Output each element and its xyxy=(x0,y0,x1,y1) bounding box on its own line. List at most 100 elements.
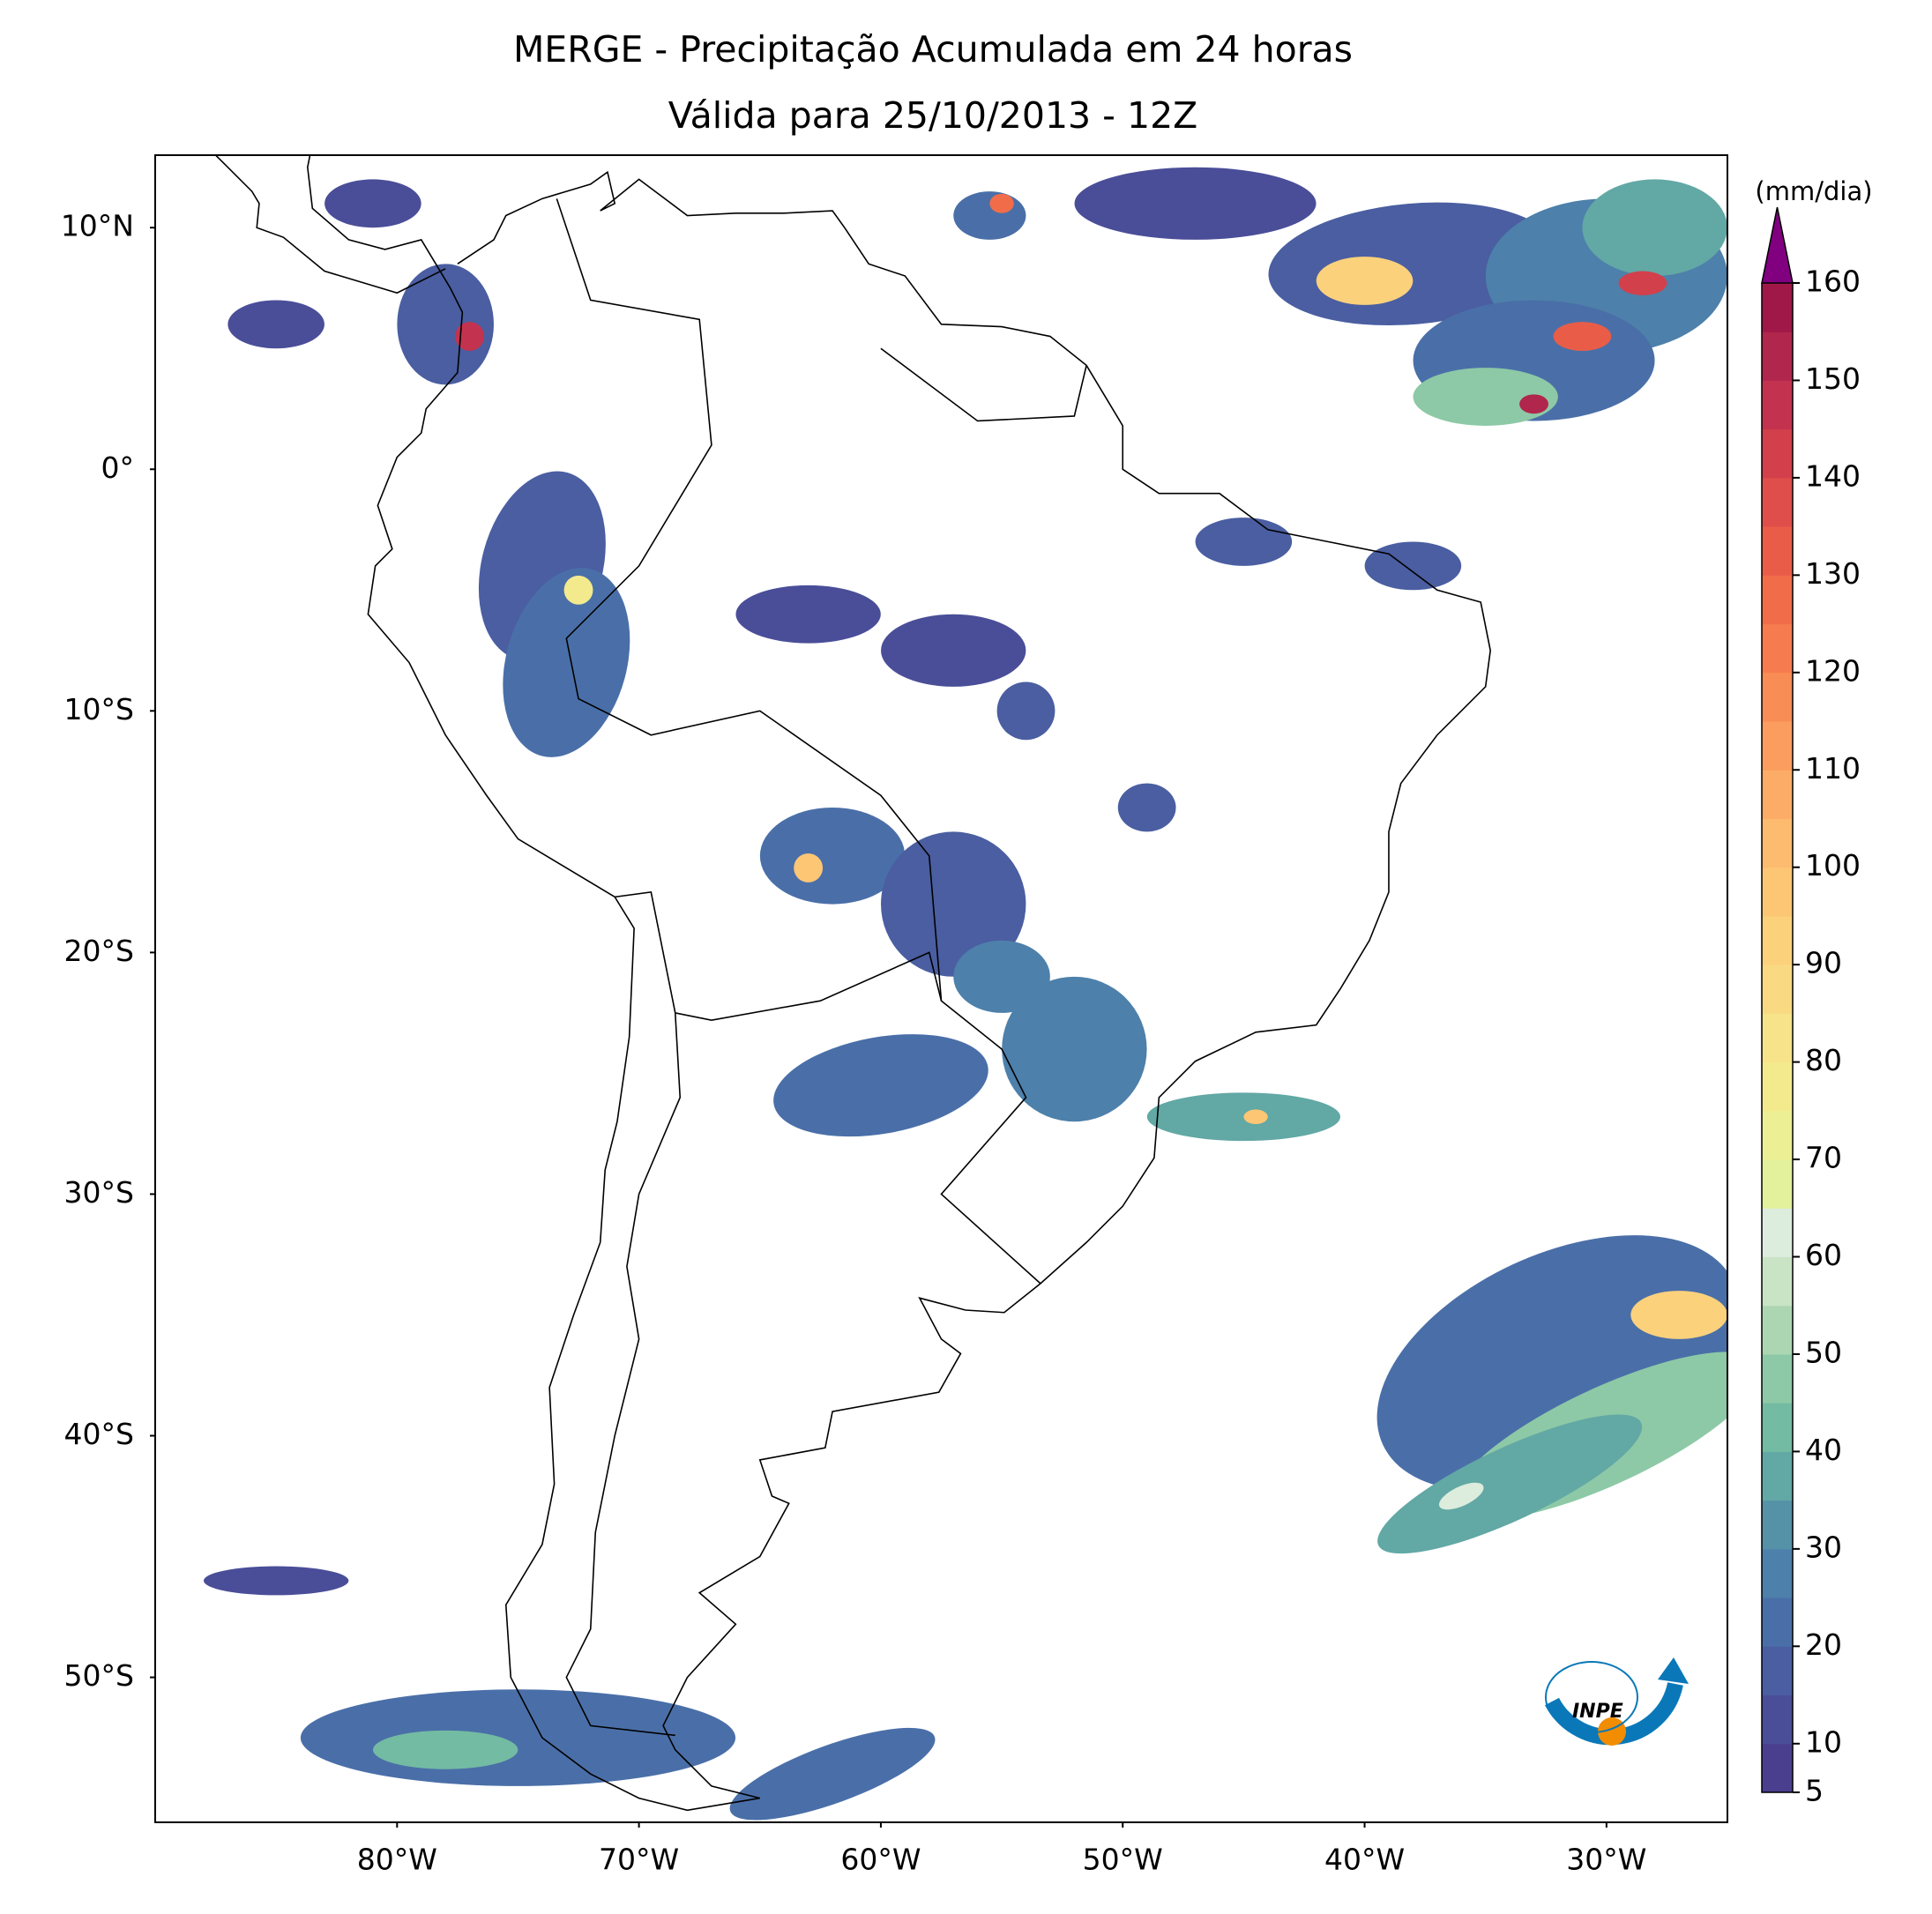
rain-area xyxy=(1117,783,1176,832)
coastline xyxy=(307,155,1491,1812)
logo-text: INPE xyxy=(1572,1701,1623,1723)
y-tick-label: 10°N xyxy=(61,209,134,243)
logo-arrow xyxy=(1658,1657,1689,1684)
colorbar-tick-label: 160 xyxy=(1805,264,1861,299)
colorbar-tick-label: 110 xyxy=(1805,751,1861,786)
rain-area xyxy=(953,940,1050,1013)
x-tick-label: 80°W xyxy=(357,1843,437,1877)
rain-area xyxy=(1582,179,1727,277)
y-tick-label: 20°S xyxy=(64,934,134,968)
colorbar-tick-label: 150 xyxy=(1805,361,1861,396)
colorbar-label: (mm/dia) xyxy=(1755,176,1872,206)
colorbar-tick-label: 50 xyxy=(1805,1335,1842,1369)
y-tick-label: 50°S xyxy=(64,1658,134,1693)
colorbar-tick-label: 130 xyxy=(1805,556,1861,591)
rain-area xyxy=(953,191,1026,240)
coastlines xyxy=(214,155,1491,1812)
map-title: MERGE - Precipitação Acumulada em 24 hor… xyxy=(513,28,1353,71)
border xyxy=(880,347,1087,422)
rain-area xyxy=(773,1034,988,1137)
rain-area xyxy=(996,681,1056,741)
border xyxy=(565,1012,682,1737)
colorbar-band xyxy=(1762,1500,1793,1550)
colorbar-band xyxy=(1762,1013,1793,1063)
rain-area xyxy=(1553,322,1612,351)
rain-area xyxy=(1364,541,1462,591)
rain-area xyxy=(1316,257,1414,305)
colorbar-band xyxy=(1762,428,1793,479)
rain-area xyxy=(228,300,324,349)
colorbar-tick-label: 60 xyxy=(1805,1238,1842,1272)
rain-area xyxy=(735,585,881,644)
x-tick-label: 70°W xyxy=(599,1843,679,1877)
inpe-logo: INPE xyxy=(1545,1657,1689,1746)
colorbar-band xyxy=(1762,1694,1793,1745)
precipitation-field xyxy=(203,167,1727,1821)
colorbar-tick-label: 90 xyxy=(1805,946,1842,980)
colorbar-band xyxy=(1762,867,1793,917)
colorbar-band xyxy=(1762,1256,1793,1307)
y-tick-label: 0° xyxy=(101,451,135,485)
map-subtitle: Válida para 25/10/2013 - 12Z xyxy=(668,94,1198,137)
rain-area xyxy=(1146,1092,1340,1142)
rain-area xyxy=(324,179,421,228)
colorbar-band xyxy=(1762,1403,1793,1452)
rain-area xyxy=(729,1727,936,1821)
colorbar-tick-label: 120 xyxy=(1805,653,1861,688)
colorbar-band xyxy=(1762,1061,1793,1112)
colorbar-band xyxy=(1762,1159,1793,1209)
x-tick-label: 30°W xyxy=(1566,1843,1646,1877)
coastline xyxy=(214,155,446,294)
colorbar-band xyxy=(1762,1353,1793,1404)
rain-area xyxy=(1630,1291,1727,1339)
logo-ring xyxy=(1545,1661,1638,1733)
rain-area xyxy=(794,853,824,883)
rain-area xyxy=(1243,1109,1268,1124)
rain-area xyxy=(372,1730,518,1769)
rain-area xyxy=(1377,1414,1643,1554)
colorbar-tick-label: 5 xyxy=(1805,1774,1824,1808)
colorbar-band xyxy=(1762,331,1793,381)
rain-area xyxy=(1195,518,1293,566)
rain-area xyxy=(1002,976,1147,1122)
rain-area xyxy=(300,1689,736,1786)
rain-area xyxy=(203,1566,349,1596)
x-tick-label: 40°W xyxy=(1324,1843,1405,1877)
colorbar-tick-label: 10 xyxy=(1805,1724,1842,1759)
colorbar-band xyxy=(1762,1743,1793,1793)
colorbar-band xyxy=(1762,915,1793,965)
colorbar-band xyxy=(1762,1646,1793,1696)
colorbar-tick-label: 80 xyxy=(1805,1043,1842,1077)
rain-area xyxy=(1413,368,1558,426)
rain-area xyxy=(455,322,485,351)
colorbar-band xyxy=(1762,623,1793,674)
border xyxy=(556,198,1041,1285)
map-frame xyxy=(154,154,1728,1823)
colorbar-band xyxy=(1762,1110,1793,1160)
colorbar-band xyxy=(1762,1451,1793,1501)
colorbar: 5 10 20 30 40 50 60 70 80 90 100 110 120 130 140 150 160 xyxy=(1761,206,1861,1808)
rain-area xyxy=(881,831,1026,977)
rain-area xyxy=(1519,394,1548,414)
colorbar-band xyxy=(1762,477,1793,527)
colorbar-extend xyxy=(1761,206,1794,284)
colorbar-outline xyxy=(1761,283,1794,1793)
rain-area xyxy=(563,575,593,605)
colorbar-tick-label: 30 xyxy=(1805,1530,1842,1564)
rain-area xyxy=(1439,1482,1484,1510)
rain-area xyxy=(759,807,906,905)
colorbar-band xyxy=(1762,964,1793,1014)
colorbar-band xyxy=(1762,721,1793,771)
colorbar-tick-label: 40 xyxy=(1805,1433,1842,1467)
colorbar-band xyxy=(1762,1305,1793,1355)
logo-dot xyxy=(1598,1717,1626,1746)
colorbar-tick-label: 70 xyxy=(1805,1141,1842,1175)
rain-area xyxy=(1618,271,1667,295)
y-tick-label: 40°S xyxy=(64,1417,134,1451)
rain-area xyxy=(881,614,1026,687)
x-tick-label: 50°W xyxy=(1083,1843,1163,1877)
rain-area xyxy=(1074,167,1317,240)
colorbar-band xyxy=(1762,380,1793,430)
rain-area xyxy=(503,568,630,757)
colorbar-tick-label: 100 xyxy=(1805,848,1861,883)
